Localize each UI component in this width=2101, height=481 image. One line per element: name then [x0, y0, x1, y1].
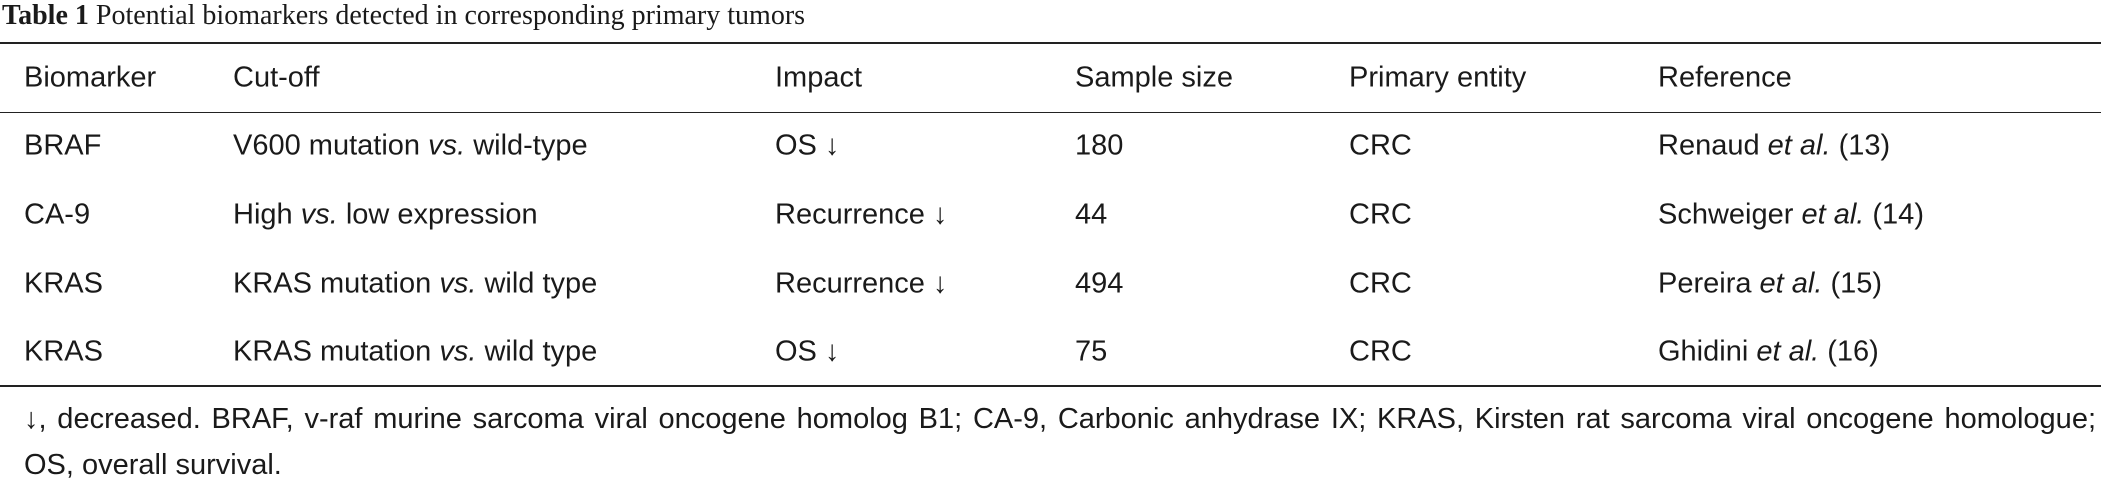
table-cell: KRAS mutation vs. wild type [233, 268, 597, 301]
table-cell: V600 mutation vs. wild-type [233, 130, 588, 163]
cell-text: wild type [476, 335, 598, 368]
column-header: Reference [1658, 61, 1792, 94]
italic-text: vs. [428, 129, 466, 162]
italic-text: vs. [439, 335, 477, 368]
table-cell: OS ↓ [775, 335, 840, 368]
table-cell: KRAS mutation vs. wild type [233, 336, 597, 369]
column-header: Impact [775, 61, 863, 94]
cell-text: KRAS mutation [233, 335, 440, 368]
italic-text: et al. [1801, 198, 1865, 231]
cell-text: Renaud [1658, 129, 1768, 162]
cell-text: Ghidini [1658, 335, 1757, 368]
cell-text: wild-type [465, 129, 588, 162]
cell-text: Schweiger [1658, 198, 1802, 231]
caption-text: Potential biomarkers detected in corresp… [95, 0, 806, 31]
column-header: Primary entity [1349, 61, 1527, 94]
table-cell: Schweiger et al. (14) [1658, 199, 1924, 232]
table-cell: BRAF [24, 129, 102, 162]
cell-text: wild type [476, 267, 598, 300]
table-cell: CA-9 [24, 198, 91, 231]
table-cell: Renaud et al. (13) [1658, 130, 1890, 163]
table-cell: Ghidini et al. (16) [1658, 336, 1879, 369]
footnote: ↓, decreased. BRAF, v-raf murine sarcoma… [24, 403, 2096, 481]
column-header: Biomarker [24, 61, 157, 94]
italic-text: et al. [1756, 335, 1820, 368]
cell-text: low expression [337, 198, 538, 231]
table-cell: Pereira et al. (15) [1658, 268, 1882, 301]
cell-text: KRAS mutation [233, 267, 440, 300]
table-cell: 494 [1075, 267, 1124, 300]
table-cell: Recurrence ↓ [775, 267, 948, 300]
top-rule [0, 42, 2101, 44]
column-header: Cut-off [233, 61, 320, 94]
column-header: Sample size [1075, 61, 1233, 94]
table-cell: CRC [1349, 267, 1412, 300]
cell-text: (13) [1830, 129, 1891, 162]
caption-label: Table 1 [2, 0, 89, 31]
italic-text: et al. [1767, 129, 1831, 162]
table-cell: CRC [1349, 129, 1412, 162]
cell-text: (15) [1822, 267, 1883, 300]
table-cell: 75 [1075, 335, 1108, 368]
italic-text: vs. [300, 198, 338, 231]
table-cell: CRC [1349, 335, 1412, 368]
table-cell: KRAS [24, 267, 103, 300]
table-cell: High vs. low expression [233, 199, 538, 232]
table-cell: CRC [1349, 198, 1412, 231]
cell-text: High [233, 198, 301, 231]
bottom-rule [0, 385, 2101, 387]
cell-text: (14) [1864, 198, 1924, 231]
italic-text: vs. [439, 267, 477, 300]
cell-text: Pereira [1658, 267, 1760, 300]
header-rule [0, 112, 2101, 113]
table-cell: 180 [1075, 129, 1124, 162]
cell-text: V600 mutation [233, 129, 429, 162]
cell-text: (16) [1819, 335, 1879, 368]
table-cell: OS ↓ [775, 129, 840, 162]
table-cell: KRAS [24, 335, 103, 368]
italic-text: et al. [1759, 267, 1823, 300]
table-caption: Table 1 Potential biomarkers detected in… [2, 0, 805, 32]
table-cell: Recurrence ↓ [775, 198, 948, 231]
table-cell: 44 [1075, 198, 1108, 231]
